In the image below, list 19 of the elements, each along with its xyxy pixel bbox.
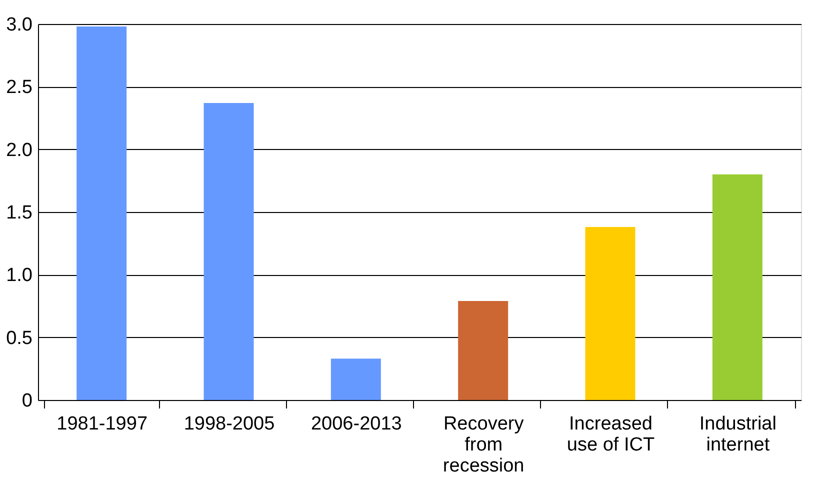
x-tick-label: 1981-1997 xyxy=(56,414,148,434)
x-tick-label: Industrial internet xyxy=(699,414,776,456)
x-tick-label: 1998-2005 xyxy=(184,414,275,434)
x-tick-label: Recovery from recession xyxy=(442,414,524,476)
y-tick-label: 3.0 xyxy=(6,14,32,36)
y-tick-label: 2.0 xyxy=(6,140,32,161)
bar xyxy=(712,174,762,400)
y-tick-label: 1.0 xyxy=(6,265,32,286)
y-tick-label: 1.5 xyxy=(6,202,32,224)
bar xyxy=(76,26,127,400)
x-tick-label: Increased use of ICT xyxy=(566,414,655,456)
bar xyxy=(585,227,636,400)
y-tick-label: 2.5 xyxy=(6,77,32,98)
y-tick-label: 0 xyxy=(22,390,32,412)
y-tick-label: 0.5 xyxy=(6,328,32,349)
x-tick-label: 2006-2013 xyxy=(310,414,402,434)
bar xyxy=(330,358,381,400)
bar xyxy=(204,102,254,400)
bar xyxy=(458,300,508,400)
